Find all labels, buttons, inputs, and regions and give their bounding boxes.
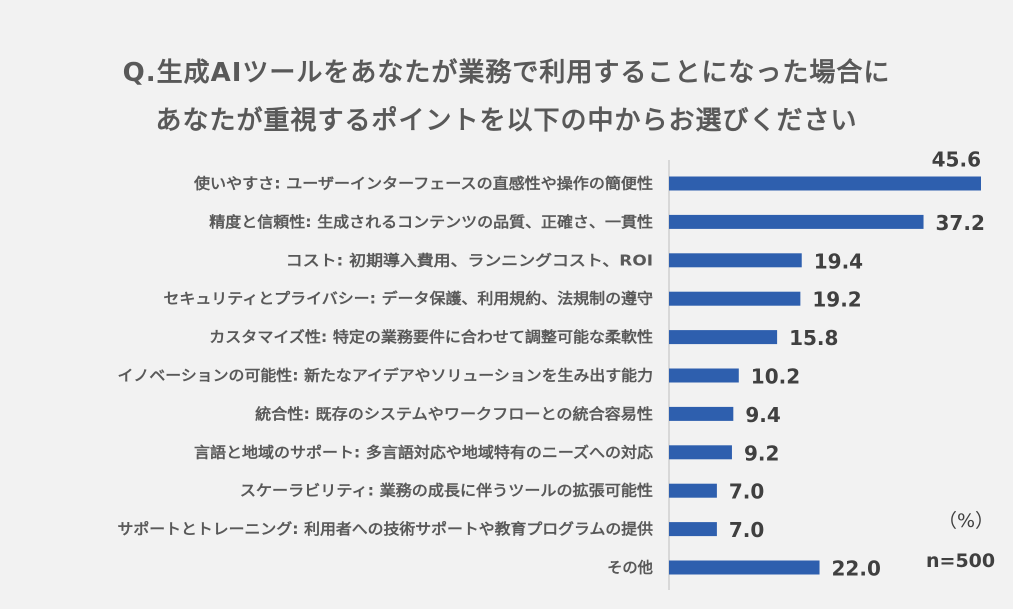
- bar: [669, 330, 778, 345]
- unit-label: （%）: [938, 510, 995, 532]
- value-label: 45.6: [932, 148, 981, 172]
- category-label: その他: [607, 559, 653, 577]
- bar: [669, 368, 739, 383]
- category-label: 統合性: 既存のシステムやワークフローとの統合容易性: [255, 405, 653, 423]
- category-label: 使いやすさ: ユーザーインターフェースの直感性や操作の簡便性: [193, 175, 653, 193]
- chart-title-line-2: あなたが重視するポイントを以下の中からお選びください: [155, 106, 858, 136]
- value-label: 10.2: [751, 365, 800, 389]
- bar: [669, 253, 802, 268]
- bar: [669, 445, 732, 460]
- bar: [669, 522, 717, 537]
- sample-size-label: n=500: [926, 550, 996, 572]
- value-label: 9.4: [745, 403, 780, 427]
- category-label: イノベーションの可能性: 新たなアイデアやソリューションを生み出す能力: [118, 367, 654, 385]
- category-label: セキュリティとプライバシー: データ保護、利用規約、法規制の遵守: [163, 290, 653, 308]
- category-label: 言語と地域のサポート: 多言語対応や地域特有のニーズへの対応: [194, 443, 653, 461]
- value-label: 19.2: [812, 288, 861, 312]
- bar: [669, 176, 981, 191]
- value-label: 22.0: [832, 557, 881, 581]
- bar: [669, 483, 717, 498]
- value-label: 19.4: [814, 249, 863, 273]
- value-label: 9.2: [744, 441, 779, 465]
- bar: [669, 214, 924, 229]
- category-label: スケーラビリティ: 業務の成長に伴うツールの拡張可能性: [240, 482, 653, 500]
- category-label: カスタマイズ性: 特定の業務要件に合わせて調整可能な柔軟性: [209, 328, 653, 346]
- value-label: 15.8: [789, 326, 838, 350]
- value-label: 37.2: [936, 211, 985, 235]
- bar: [669, 291, 801, 306]
- bar: [669, 406, 734, 421]
- chart-title-line-1: Q.生成AIツールをあなたが業務で利用することになった場合に: [122, 58, 891, 88]
- category-label: コスト: 初期導入費用、ランニングコスト、ROI: [286, 251, 653, 269]
- bar: [669, 560, 820, 575]
- value-label: 7.0: [729, 518, 764, 542]
- category-label: サポートとトレーニング: 利用者への技術サポートや教育プログラムの提供: [118, 520, 654, 538]
- category-label: 精度と信頼性: 生成されるコンテンツの品質、正確さ、一貫性: [209, 213, 653, 231]
- value-label: 7.0: [729, 480, 764, 504]
